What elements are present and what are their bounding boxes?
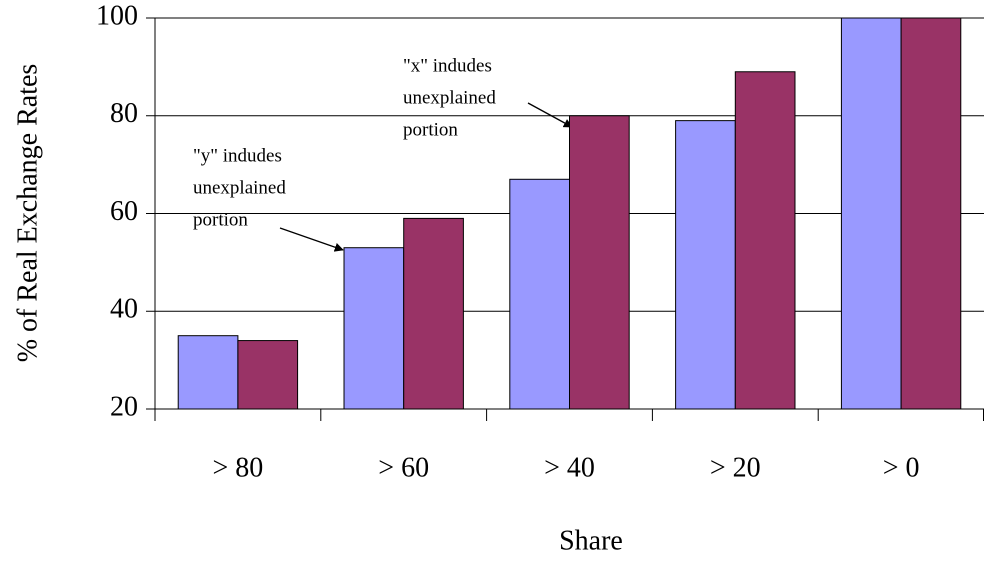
x-tick-label: > 60 (378, 452, 429, 483)
x-tick-label: > 80 (213, 452, 264, 483)
bar (675, 120, 736, 410)
annotation: "x" indudes (403, 55, 492, 76)
bar (403, 217, 464, 410)
x-axis-title: Share (559, 525, 623, 556)
annotation-arrow (279, 227, 344, 252)
y-tick-label: 60 (110, 196, 138, 227)
annotation: portion (403, 119, 458, 140)
x-tick-label: > 40 (544, 452, 595, 483)
bar (900, 17, 962, 410)
annotation: "y" indudes (193, 145, 282, 166)
annotation: unexplained (193, 177, 286, 198)
bar (237, 340, 299, 410)
bar (734, 71, 796, 410)
y-tick-label: 100 (96, 0, 138, 31)
annotation: portion (193, 209, 248, 230)
bar (509, 178, 571, 410)
annotation: unexplained (403, 87, 496, 108)
x-tick-label: > 0 (883, 452, 920, 483)
bar (840, 17, 902, 410)
annotation-arrow (527, 102, 573, 128)
bar (177, 335, 239, 410)
y-tick-label: 40 (110, 294, 138, 325)
x-tick-label: > 20 (710, 452, 761, 483)
bar (343, 247, 405, 410)
y-tick-label: 20 (110, 391, 138, 422)
y-tick-label: 80 (110, 98, 138, 129)
y-axis-title: % of Real Exchange Rates (12, 64, 43, 363)
bar (569, 115, 630, 410)
